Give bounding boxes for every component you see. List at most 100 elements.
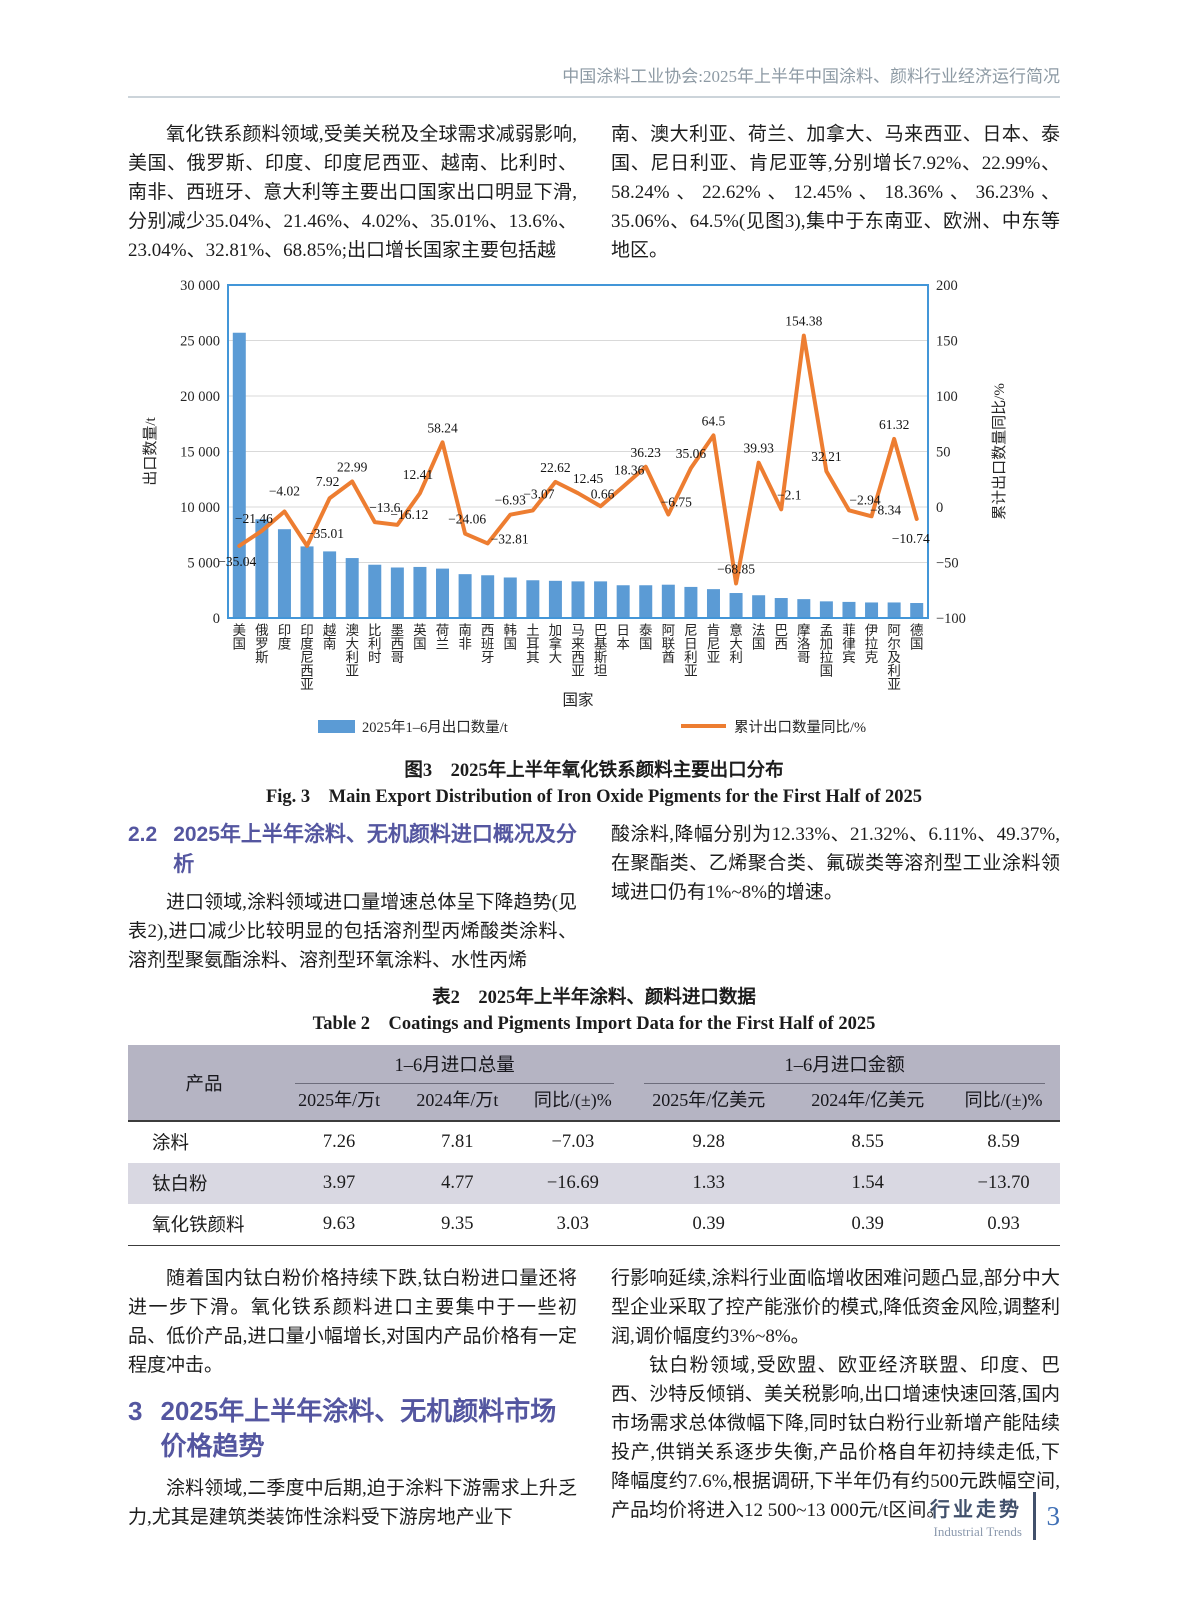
line-data-label: −32.81 (491, 531, 529, 546)
left-axis-tick: 0 (213, 611, 220, 627)
bar (368, 564, 382, 618)
bar (594, 581, 608, 618)
right-axis-tick: 150 (936, 334, 958, 350)
x-axis-label: 印度尼西亚 (300, 623, 314, 692)
legend-bar-label: 2025年1–6月出口数量/t (362, 719, 508, 736)
line-data-label: −24.06 (448, 512, 486, 527)
bar (277, 529, 291, 618)
table-cell-value: 3.03 (516, 1204, 630, 1246)
x-axis-label: 尼日利亚 (684, 623, 698, 679)
bar (842, 601, 856, 618)
left-axis-tick: 10 000 (180, 500, 220, 516)
x-axis-label: 加拿大 (549, 623, 563, 665)
left-axis-tick: 25 000 (180, 334, 220, 350)
line-data-label: 58.24 (427, 420, 458, 435)
gridlines (228, 284, 928, 563)
line-data-label: −35.01 (306, 526, 344, 541)
right-axis-tick: 200 (936, 278, 958, 294)
table-row: 氧化铁颜料 9.63 9.35 3.03 0.39 0.39 0.93 (128, 1204, 1060, 1246)
page-header: 中国涂料工业协会:2025年上半年中国涂料、颜料行业经济运行简况 (128, 62, 1060, 98)
section-3-title: 2025年上半年涂料、无机颜料市场价格趋势 (160, 1396, 557, 1461)
footer-section-label-en: Industrial Trends (933, 1523, 1022, 1539)
line-data-label: −16.12 (390, 507, 428, 522)
footer-divider (1033, 1492, 1036, 1540)
x-axis-label: 比利时 (368, 623, 382, 665)
line-data-label: −3.07 (523, 486, 554, 501)
right-axis-tick: 100 (936, 389, 958, 405)
table-cell-value: −7.03 (551, 1131, 595, 1152)
table-cell-value: −13.70 (977, 1172, 1030, 1193)
section-2-2-number: 2.2 (128, 823, 158, 846)
x-axis-label: 阿尔及利亚 (887, 623, 901, 692)
x-axis-label: 韩国 (504, 623, 518, 652)
bar (526, 580, 540, 618)
table-subheader: 2024年/亿美元 (788, 1085, 948, 1122)
x-axis-label: 巴基斯坦 (594, 623, 608, 679)
table-cell-value: 9.28 (692, 1131, 725, 1152)
table-group-header-0: 1–6月进口总量 (280, 1045, 630, 1085)
line-data-label: −6.93 (495, 493, 526, 508)
table-cell-product: 钛白粉 (152, 1175, 208, 1195)
bar (413, 566, 427, 618)
table-cell-value: 7.81 (441, 1131, 474, 1152)
line-data-label: −2.1 (777, 487, 802, 502)
table-cell-value: 1.33 (692, 1172, 725, 1193)
bar (390, 567, 404, 618)
bar (684, 586, 698, 618)
right-axis-tick: −50 (936, 556, 959, 572)
line-data-label: 154.38 (785, 314, 822, 329)
x-axis-label: 澳大利亚 (345, 623, 359, 679)
line-data-label: 36.23 (631, 445, 662, 460)
line-data-label: 0.66 (591, 486, 615, 501)
lower-left-paragraph-1: 随着国内钛白粉价格持续下跌,钛白粉进口量还将进一步下滑。氧化铁系颜料进口主要集中… (128, 1268, 577, 1376)
bar-series (232, 332, 924, 618)
x-axis-label: 伊拉克 (865, 623, 879, 665)
bar (323, 551, 337, 618)
table-subheader: 同比/(±)% (516, 1085, 630, 1122)
bar (436, 568, 450, 618)
table2-caption-en: Table 2 Coatings and Pigments Import Dat… (312, 1014, 876, 1034)
left-axis-title: 出口数量/t (142, 417, 159, 486)
section-2-2: 2.2 2025年上半年涂料、无机颜料进口概况及分析 进口领域,涂料领域进口量增… (128, 820, 1060, 975)
table2-import-data: 产品 1–6月进口总量 1–6月进口金额 2025年/万t 2024年/万t 同比/(±)… (128, 1045, 1060, 1246)
x-axis-label: 南非 (458, 623, 472, 652)
table-cell-value: 0.39 (629, 1204, 789, 1246)
intro-left-paragraph: 氧化铁系颜料领域,受美关税及全球需求减弱影响,美国、俄罗斯、印度、印度尼西亚、越… (128, 124, 577, 261)
lower-right-paragraph-2: 钛白粉领域,受欧盟、欧亚经济联盟、印度、巴西、沙特反倾销、美关税影响,出口增速快… (611, 1355, 1060, 1521)
table-cell-value: 3.97 (322, 1172, 356, 1193)
right-axis-tick: −100 (936, 611, 966, 627)
right-axis-title: 累计出口数量同比/% (991, 383, 1008, 520)
legend-line-label: 累计出口数量同比/% (734, 719, 866, 736)
legend: 2025年1–6月出口数量/t 累计出口数量同比/% (318, 719, 866, 736)
line-data-label: 12.41 (403, 467, 433, 482)
yoy-line (237, 333, 919, 586)
table-cell-value: 9.35 (398, 1204, 517, 1246)
table-subheader: 2025年/亿美元 (629, 1085, 789, 1122)
line-data-label: 18.36 (614, 463, 645, 478)
table-cell-value: 7.26 (322, 1131, 356, 1152)
line-data-label: −13.6 (369, 500, 400, 515)
footer-labels: 行业走势 Industrial Trends (930, 1493, 1022, 1540)
line-data-label: 32.21 (811, 449, 841, 464)
table-row: 涂料 7.26 7.81 −7.03 9.28 8.55 8.59 (128, 1121, 1060, 1163)
figure3-caption-en: Fig. 3 Main Export Distribution of Iron … (265, 787, 923, 807)
left-axis-tick: 20 000 (180, 389, 220, 405)
bar (458, 574, 472, 618)
content-area: 中国涂料工业协会:2025年上半年中国涂料、颜料行业经济运行简况 氧化铁系颜料领… (128, 62, 1060, 1532)
bar (661, 584, 675, 618)
bar (752, 595, 766, 618)
x-axis-label: 摩洛哥 (797, 622, 811, 665)
bar (300, 546, 314, 618)
section-2-2-right-paragraph: 酸涂料,降幅分别为12.33%、21.32%、6.11%、49.37%,在聚酯类… (611, 824, 1060, 903)
bar (639, 585, 653, 618)
figure3-chart: −35.04 −21.46 −4.02 −35.01 7.92 22.99 −13.6 −16… (128, 273, 1060, 756)
bar (887, 602, 901, 618)
x-axis-label: 泰国 (639, 623, 653, 652)
line-data-label: 22.62 (540, 460, 570, 475)
x-axis-label: 巴西 (774, 623, 788, 652)
legend-bar-swatch (318, 720, 355, 733)
x-axis-label: 肯尼亚 (707, 623, 721, 665)
line-data-label: −10.74 (892, 531, 930, 546)
lower-left-paragraph-2: 涂料领域,二季度中后期,迫于涂料下游需求上升乏力,尤其是建筑类装饰性涂料受下游房… (128, 1478, 577, 1528)
